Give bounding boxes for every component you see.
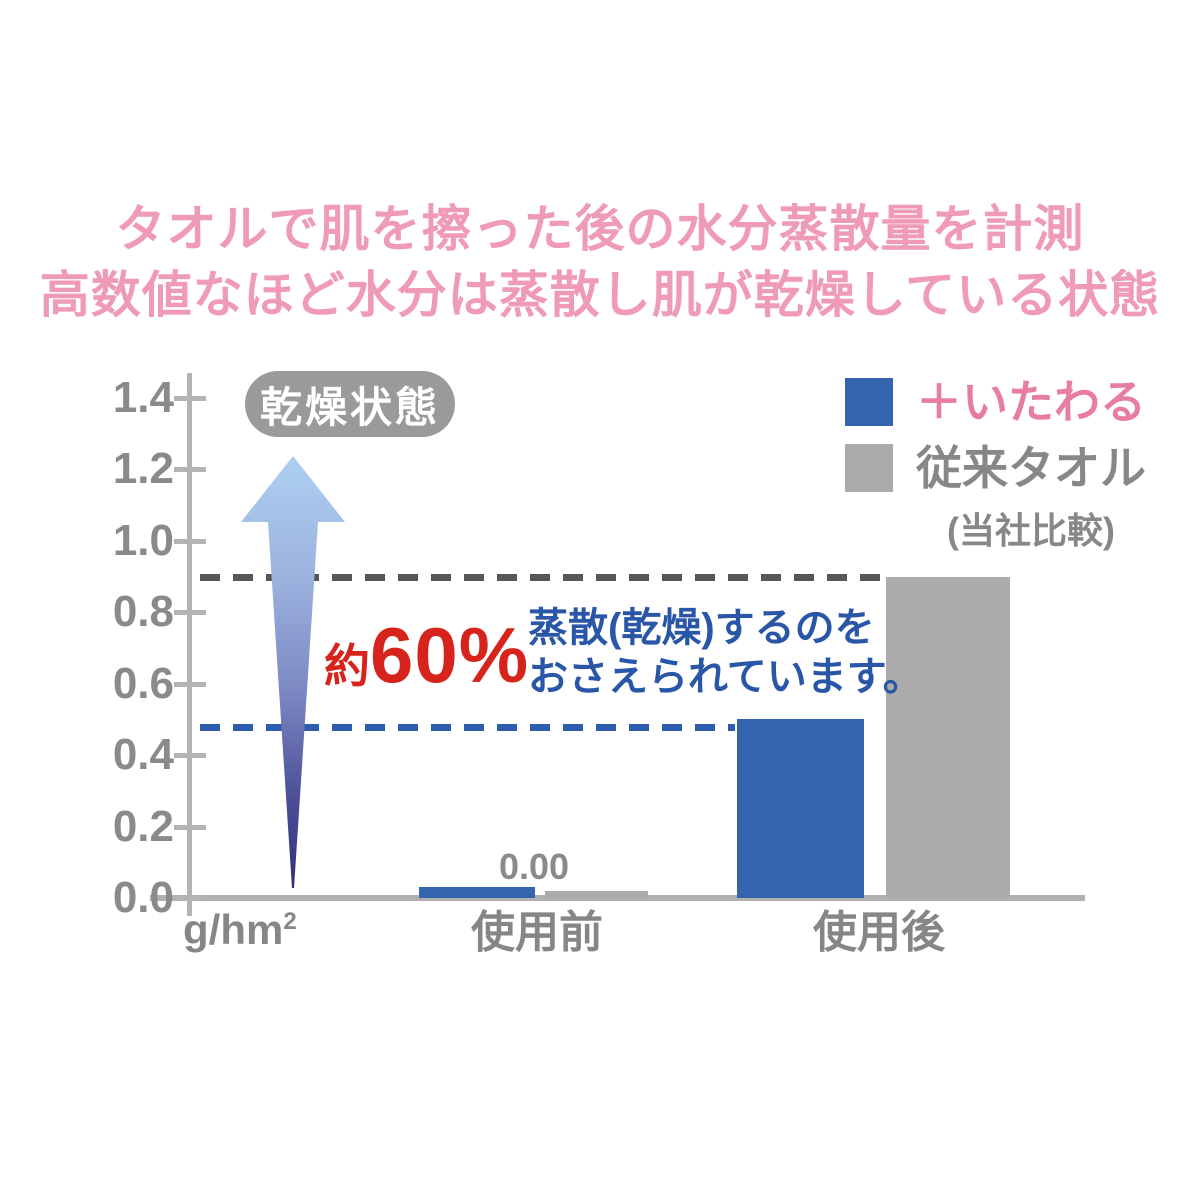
- y-tick-label-0.4: 0.4: [112, 730, 174, 780]
- chart-title-line1: タオルで肌を擦った後の水分蒸散量を計測: [115, 201, 1085, 257]
- data-label-pre-use: 0.00: [498, 846, 570, 887]
- y-axis-line: [187, 373, 192, 916]
- y-tick-mark-1.4: [174, 396, 206, 401]
- dry-state-badge: 乾燥状態: [245, 371, 455, 437]
- legend-label-1: 従来タオル: [916, 442, 1146, 494]
- suppression-note-line2: おさえられています。: [528, 655, 923, 699]
- y-tick-label-0.2: 0.2: [112, 801, 174, 851]
- up-arrow-icon: [241, 456, 345, 888]
- y-tick-mark-0.0: [174, 896, 206, 901]
- chart-title: タオルで肌を擦った後の水分蒸散量を計測 高数値なほど水分は蒸散し肌が乾燥している…: [0, 196, 1200, 328]
- x-axis-baseline: [150, 895, 1085, 901]
- y-tick-mark-1.2: [174, 467, 206, 473]
- y-tick-label-0.0: 0.0: [112, 873, 174, 922]
- y-tick-label-1.4: 1.4: [112, 373, 174, 422]
- bar-使用後-従来タオル: [886, 576, 1010, 898]
- legend-swatch-1: [845, 444, 893, 492]
- chart-title-line2: 高数値なほど水分は蒸散し肌が乾燥している状態: [39, 267, 1161, 323]
- reference-line-0.48: [200, 723, 735, 731]
- unit-superscript: 2: [283, 908, 297, 935]
- reduction-annotation: 約 60%: [324, 610, 529, 701]
- reduction-value: 60%: [370, 611, 530, 699]
- y-axis-unit-label: g/hm2: [183, 906, 297, 953]
- y-tick-mark-0.8: [174, 610, 206, 616]
- y-tick-mark-1.0: [174, 538, 206, 544]
- legend-swatch-0: [845, 378, 893, 426]
- dry-state-badge-label: 乾燥状態: [259, 383, 440, 431]
- y-tick-label-0.8: 0.8: [112, 587, 174, 637]
- bar-使用前-＋いたわる: [419, 887, 535, 898]
- category-label-post-use: 使用後: [813, 908, 945, 957]
- bar-使用前-従来タオル: [545, 890, 648, 898]
- reduction-prefix: 約: [324, 640, 370, 692]
- legend-label-0: ＋いたわる: [916, 376, 1146, 428]
- category-label-pre-use: 使用前: [471, 908, 603, 957]
- reference-line-0.9: [200, 573, 884, 581]
- suppression-note: 蒸散(乾燥)するのを おさえられています。: [528, 604, 923, 702]
- y-tick-label-0.6: 0.6: [112, 658, 174, 708]
- y-tick-label-1.2: 1.2: [112, 444, 174, 494]
- legend-note: (当社比較): [947, 510, 1115, 551]
- y-tick-mark-0.2: [174, 824, 206, 830]
- suppression-note-line1: 蒸散(乾燥)するのを: [528, 606, 875, 650]
- y-tick-mark-0.4: [174, 753, 206, 759]
- y-tick-label-1.0: 1.0: [112, 515, 174, 565]
- bar-使用後-＋いたわる: [737, 719, 864, 898]
- y-tick-mark-0.6: [174, 681, 206, 687]
